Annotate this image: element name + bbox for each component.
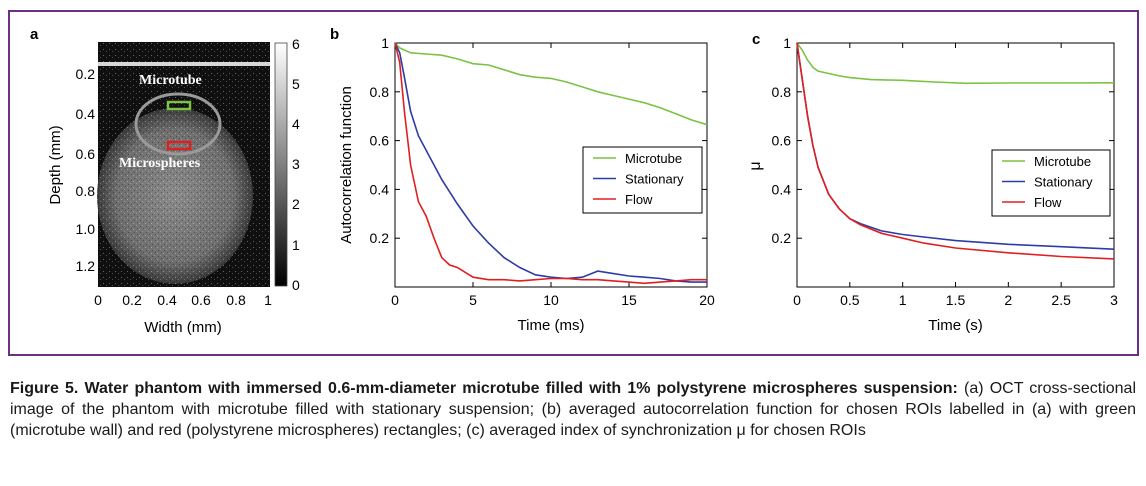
oct-surface-line [98, 62, 270, 66]
x-tick: 0.6 [191, 292, 211, 308]
legend-entry: Flow [1034, 195, 1062, 210]
colorbar-tick: 0 [292, 277, 300, 293]
x-tick-label: 0 [391, 292, 399, 308]
x-tick-label: 20 [699, 292, 715, 308]
x-axis-label: Time (ms) [518, 317, 585, 334]
x-tick-label: 0.5 [840, 292, 860, 308]
x-tick: 0 [94, 292, 102, 308]
legend-entry: Stationary [1034, 175, 1093, 190]
oct-phantom-speckle [97, 108, 253, 284]
y-tick-label: 0.6 [370, 133, 390, 149]
y-tick: 0.4 [76, 106, 96, 122]
x-tick: 0.8 [226, 292, 246, 308]
oct-microtube-wall [134, 92, 222, 156]
y-tick: 1.2 [76, 258, 96, 274]
colorbar-tick: 3 [292, 156, 300, 172]
y-tick-label: 1 [783, 35, 791, 51]
colorbar-tick: 4 [292, 116, 300, 132]
panel-a-y-ticks: 0.2 0.4 0.6 0.8 1.0 1.2 [76, 66, 96, 274]
y-tick-label: 0.4 [772, 181, 792, 197]
colorbar-tick: 5 [292, 76, 300, 92]
y-tick: 0.2 [76, 66, 96, 82]
chart-synchronization-index: 0 0.5 1 1.5 2 2.5 3 0.2 0.4 0.6 0.8 1 Time (s) μ Micro… [747, 35, 1118, 334]
roi-microspheres [166, 140, 192, 151]
x-tick-label: 2 [1004, 292, 1012, 308]
label-microspheres: Microspheres [119, 156, 201, 171]
colorbar-tick: 2 [292, 196, 300, 212]
x-tick-label: 15 [621, 292, 637, 308]
series-line-microtube [796, 42, 1115, 85]
x-tick-label: 3 [1110, 292, 1118, 308]
x-tick-label: 1 [899, 292, 907, 308]
series-line-stationary [394, 42, 707, 283]
figure-canvas: a Microtube Microspheres 0.2 0.4 0.6 0.8… [30, 26, 1118, 336]
x-tick-label: 0 [793, 292, 801, 308]
x-axis-label: Time (s) [928, 317, 982, 334]
x-tick-label: 10 [543, 292, 559, 308]
x-tick-label: 5 [469, 292, 477, 308]
panel-a: a Microtube Microspheres 0.2 0.4 0.6 0.8… [30, 26, 300, 336]
roi-microtube [166, 100, 192, 111]
legend-entry: Microtube [1034, 154, 1091, 169]
y-tick-label: 1 [381, 35, 389, 51]
x-tick-label: 2.5 [1051, 292, 1071, 308]
label-microtube: Microtube [139, 73, 202, 88]
x-tick: 1 [264, 292, 272, 308]
y-tick: 0.6 [76, 146, 96, 162]
legend-entry: Flow [625, 192, 653, 207]
panel-letter-c: c [752, 31, 760, 48]
panel-b: b 0 5 10 15 20 0.2 0.4 0.6 0.8 1 Time (ms) Autocorr… [330, 26, 715, 334]
series-line-flow [796, 42, 1115, 260]
x-tick-label: 1.5 [946, 292, 966, 308]
colorbar-tick: 6 [292, 36, 300, 52]
y-axis-label: μ [747, 161, 764, 170]
panel-a-xlabel: Width (mm) [144, 319, 222, 336]
y-tick: 0.8 [76, 183, 96, 199]
y-tick-label: 0.2 [370, 230, 390, 246]
colorbar-ticks: 0 1 2 3 4 5 6 [292, 36, 300, 293]
legend-entry: Microtube [625, 151, 682, 166]
y-tick-label: 0.8 [370, 84, 390, 100]
series-line-flow [394, 42, 707, 285]
colorbar [274, 42, 288, 287]
caption-text: (a) OCT cross-sectional image of the pha… [10, 380, 1137, 439]
caption-bold: Figure 5. Water phantom with immersed 0.… [10, 380, 958, 397]
y-tick: 1.0 [76, 221, 96, 237]
colorbar-tick: 1 [292, 237, 300, 253]
panel-a-x-ticks: 0 0.2 0.4 0.6 0.8 1 [94, 292, 272, 308]
panel-c: c 0 0.5 1 1.5 2 2.5 3 0.2 0.4 0.6 0.8 1 Time (s) μ Mic… [747, 31, 1118, 334]
y-tick-label: 0.4 [370, 181, 390, 197]
x-tick: 0.2 [122, 292, 142, 308]
figure-caption: Figure 5. Water phantom with immersed 0.… [10, 378, 1136, 441]
legend-entry: Stationary [625, 172, 684, 187]
y-tick-label: 0.2 [772, 230, 792, 246]
panel-letter-a: a [30, 26, 39, 43]
series-line-stationary [796, 42, 1115, 250]
y-axis-label: Autocorrelation function [338, 86, 355, 244]
series-line-microtube [394, 42, 708, 126]
x-tick: 0.4 [157, 292, 177, 308]
panel-a-ylabel: Depth (mm) [47, 125, 64, 204]
panel-letter-b: b [330, 26, 339, 43]
y-tick-label: 0.8 [772, 84, 792, 100]
y-tick-label: 0.6 [772, 133, 792, 149]
chart-autocorrelation: 0 5 10 15 20 0.2 0.4 0.6 0.8 1 Time (ms) Autocorrel… [338, 35, 715, 334]
